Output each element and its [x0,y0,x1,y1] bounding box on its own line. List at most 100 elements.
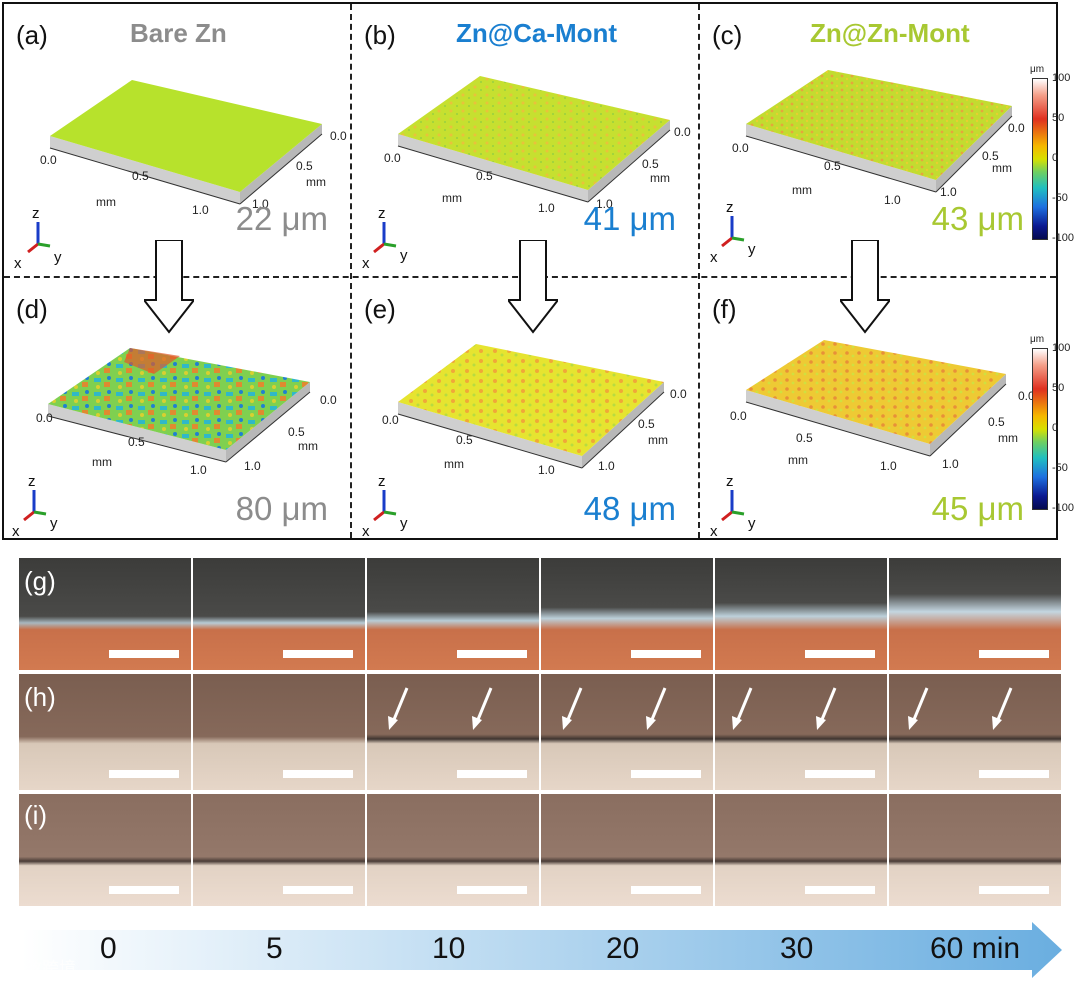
svg-text:z: z [28,473,36,490]
colorbar-tick: 50 [1052,112,1065,124]
y-tick: 0.5 [982,149,999,163]
axis-triad-icon: z x y [710,473,756,538]
scale-bar [283,886,353,894]
panel-title: Bare Zn [130,18,227,48]
x-tick: 1.0 [192,203,209,217]
y-tick: 1.0 [942,457,959,471]
watermark: 大数跨境 [8,959,76,978]
colorbar-bottom: μm 100 50 0 -50 -100 [1030,334,1080,519]
micrograph-i-5 [193,794,365,906]
scale-bar [457,650,527,658]
panel-divider-vertical-1 [350,4,352,538]
roughness-value: 45 μm [931,490,1024,527]
svg-text:z: z [32,205,40,222]
colorbar-tick: -50 [1052,462,1068,474]
surface-plot-d: 0.0 0.5 1.0 mm 0.0 0.5 1.0 mm z x y [12,348,337,538]
scale-bar [109,650,179,658]
svg-text:y: y [400,247,408,264]
optical-image-sequence: (g) (h) (i) [0,554,1080,986]
time-label: 60 min [930,932,1021,965]
y-tick: 0.0 [670,387,687,401]
scale-bar [979,650,1049,658]
y-tick: 0.0 [330,129,347,143]
x-tick: 0.5 [132,169,149,183]
y-axis-label: mm [298,439,318,453]
arrow-icon [908,687,1013,730]
colorbar-tick: 100 [1052,72,1071,84]
x-tick: 0.5 [796,431,813,445]
surface-plot-a: 0.0 0.5 1.0 mm 0.0 0.5 1.0 mm z x y [14,80,347,270]
micrograph-i-20 [541,794,713,906]
svg-text:y: y [748,241,756,258]
y-tick: 0.5 [288,425,305,439]
surface-plot-f: 0.0 0.5 1.0 mm 0.0 0.5 1.0 mm z x y [710,340,1035,538]
time-label: 5 [266,932,283,965]
svg-text:z: z [378,473,386,490]
panel-label: (c) [712,20,743,50]
down-arrow-icon [840,240,890,334]
colorbar-gradient [1032,78,1048,240]
arrow-icon [562,687,667,730]
y-tick: 1.0 [244,459,261,473]
y-tick: 0.5 [296,159,313,173]
scale-bar [979,886,1049,894]
colorbar-unit: μm [1030,64,1045,75]
colorbar-tick: 100 [1052,342,1071,354]
colorbar-gradient [1032,348,1048,510]
x-tick: 0.5 [824,159,841,173]
svg-text:y: y [748,515,756,532]
svg-text:z: z [378,205,386,222]
scale-bar [457,886,527,894]
y-axis-label: mm [992,161,1012,175]
y-tick: 1.0 [940,185,957,199]
time-label: 0 [100,932,117,965]
x-axis-label: mm [92,455,112,469]
svg-text:y: y [50,515,58,532]
panel-b: (b) Zn@Ca-Mont 0.0 0.5 1.0 mm 0.0 0.5 1.… [352,4,698,334]
axis-triad-icon: z x y [14,205,62,270]
micrograph-i-10 [367,794,539,906]
colorbar-tick: 0 [1052,422,1059,434]
surface-profile-figure: (a) Bare Zn 0.0 0.5 1.0 mm 0.0 0.5 1.0 m… [2,2,1074,540]
axis-triad-icon: z x y [12,473,58,538]
colorbar-unit: μm [1030,334,1045,345]
x-tick: 1.0 [190,463,207,477]
roughness-value: 41 μm [583,200,676,237]
micrograph-h-5 [193,674,365,790]
panel-d: (d) 0.0 0.5 1.0 mm 0.0 0.5 [4,278,350,544]
panel-c: (c) Zn@Zn-Mont 0.0 0.5 1.0 mm 0.0 0.5 1.… [700,4,1046,334]
micrograph-h-10 [367,674,539,790]
micrograph-g-30 [715,558,887,670]
colorbar-tick: 0 [1052,152,1059,164]
y-tick: 1.0 [252,197,269,211]
colorbar-tick: 50 [1052,382,1065,394]
x-tick: 1.0 [884,193,901,207]
x-tick: 0.5 [456,433,473,447]
x-tick: 1.0 [538,201,555,215]
roughness-value: 80 μm [235,490,328,527]
micrograph-i-60 [889,794,1061,906]
panel-divider-vertical-2 [698,4,700,538]
y-tick: 0.0 [1018,389,1035,403]
surface-plot-c: 0.0 0.5 1.0 mm 0.0 0.5 1.0 mm z x y [710,70,1025,266]
colorbar-top: μm 100 50 0 -50 -100 [1030,64,1080,249]
x-tick: 0.0 [40,153,57,167]
y-tick: 1.0 [598,459,615,473]
panel-a: (a) Bare Zn 0.0 0.5 1.0 mm 0.0 0.5 1.0 m… [4,4,350,334]
svg-text:x: x [14,255,22,270]
axis-triad-icon: z x y [710,199,756,266]
panel-label: (e) [364,294,396,324]
time-arrow-icon [22,922,1062,978]
panel-title: Zn@Ca-Mont [456,18,618,48]
panel-label: (d) [16,294,48,324]
roughness-value: 43 μm [931,200,1024,237]
scale-bar [979,770,1049,778]
scale-bar [631,650,701,658]
scale-bar [805,650,875,658]
colorbar-tick: -100 [1052,502,1075,514]
panel-e: (e) 0.0 0.5 1.0 mm 0.0 0.5 1.0 mm [352,278,698,544]
panel-label: (f) [712,294,737,324]
y-tick: 0.0 [320,393,337,407]
row-label: (h) [24,682,56,712]
micrograph-g-10 [367,558,539,670]
